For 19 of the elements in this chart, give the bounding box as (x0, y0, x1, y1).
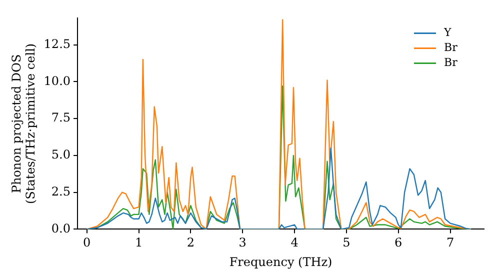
x-tick-label: 6 (394, 236, 402, 250)
x-tick-label: 1 (134, 236, 143, 250)
y-tick-label: 12.5 (44, 36, 71, 51)
x-tick-label: 5 (342, 236, 350, 250)
y-tick-label: 7.5 (51, 110, 71, 125)
x-tick-label: 7 (446, 236, 454, 250)
y-tick-label: 0.0 (51, 221, 71, 236)
x-tick-label: 0 (83, 236, 91, 250)
y-axis-title: Phonon projected DOS (States/THz·primitive cell) (9, 43, 38, 204)
y-tick-label: 2.5 (51, 184, 71, 198)
legend-label: Y (443, 26, 452, 40)
x-axis-title: Frequency (THz) (229, 254, 332, 269)
x-tick-label: 2 (186, 236, 195, 250)
legend-label: Br (444, 41, 458, 54)
y-tick-label: 10.0 (44, 74, 71, 88)
x-tick-label: 4 (290, 236, 299, 250)
legend-label: Br (444, 56, 458, 70)
y-tick-label: 5.0 (51, 148, 71, 162)
x-tick-label: 3 (238, 236, 246, 250)
